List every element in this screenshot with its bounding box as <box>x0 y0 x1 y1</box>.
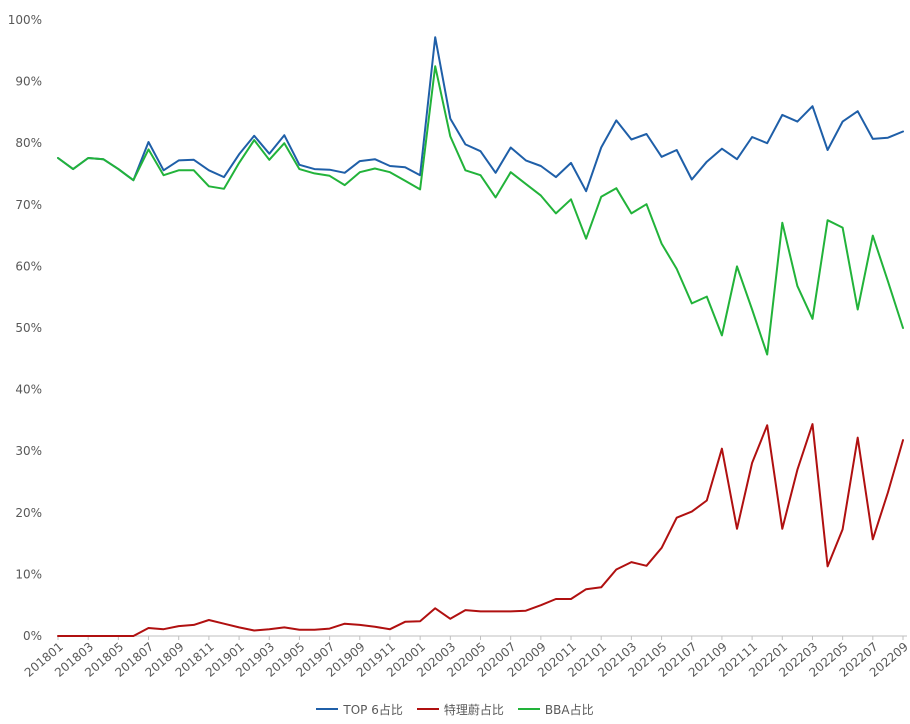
legend: TOP 6占比 特理蔚占比 BBA占比 <box>0 700 910 718</box>
legend-item-top6: TOP 6占比 <box>316 701 403 718</box>
legend-swatch-top6 <box>316 708 339 710</box>
legend-swatch-bba <box>517 708 540 710</box>
y-tick-label: 60% <box>15 259 42 273</box>
legend-label-tesla: 特理蔚占比 <box>443 702 504 717</box>
series-line-tesla <box>57 423 904 637</box>
y-tick-label: 50% <box>15 321 42 335</box>
y-tick-label: 30% <box>15 444 42 458</box>
y-tick-label: 10% <box>15 567 42 581</box>
y-tick-label: 100% <box>8 13 42 27</box>
y-tick-label: 90% <box>15 75 42 89</box>
y-tick-label: 80% <box>15 136 42 150</box>
legend-label-bba: BBA占比 <box>544 702 594 717</box>
series-line-top6 <box>57 36 904 193</box>
legend-item-tesla: 特理蔚占比 <box>416 701 504 718</box>
y-tick-label: 70% <box>15 198 42 212</box>
series-layer <box>57 36 904 637</box>
y-tick-label: 20% <box>15 506 42 520</box>
y-tick-label: 40% <box>15 383 42 397</box>
axis-layer: 0%10%20%30%40%50%60%70%80%90%100%2018012… <box>8 13 910 680</box>
legend-swatch-tesla <box>416 708 439 710</box>
series-line-bba <box>57 65 904 356</box>
legend-item-bba: BBA占比 <box>517 701 594 718</box>
legend-label-top6: TOP 6占比 <box>343 702 403 717</box>
y-tick-label: 0% <box>23 629 42 643</box>
